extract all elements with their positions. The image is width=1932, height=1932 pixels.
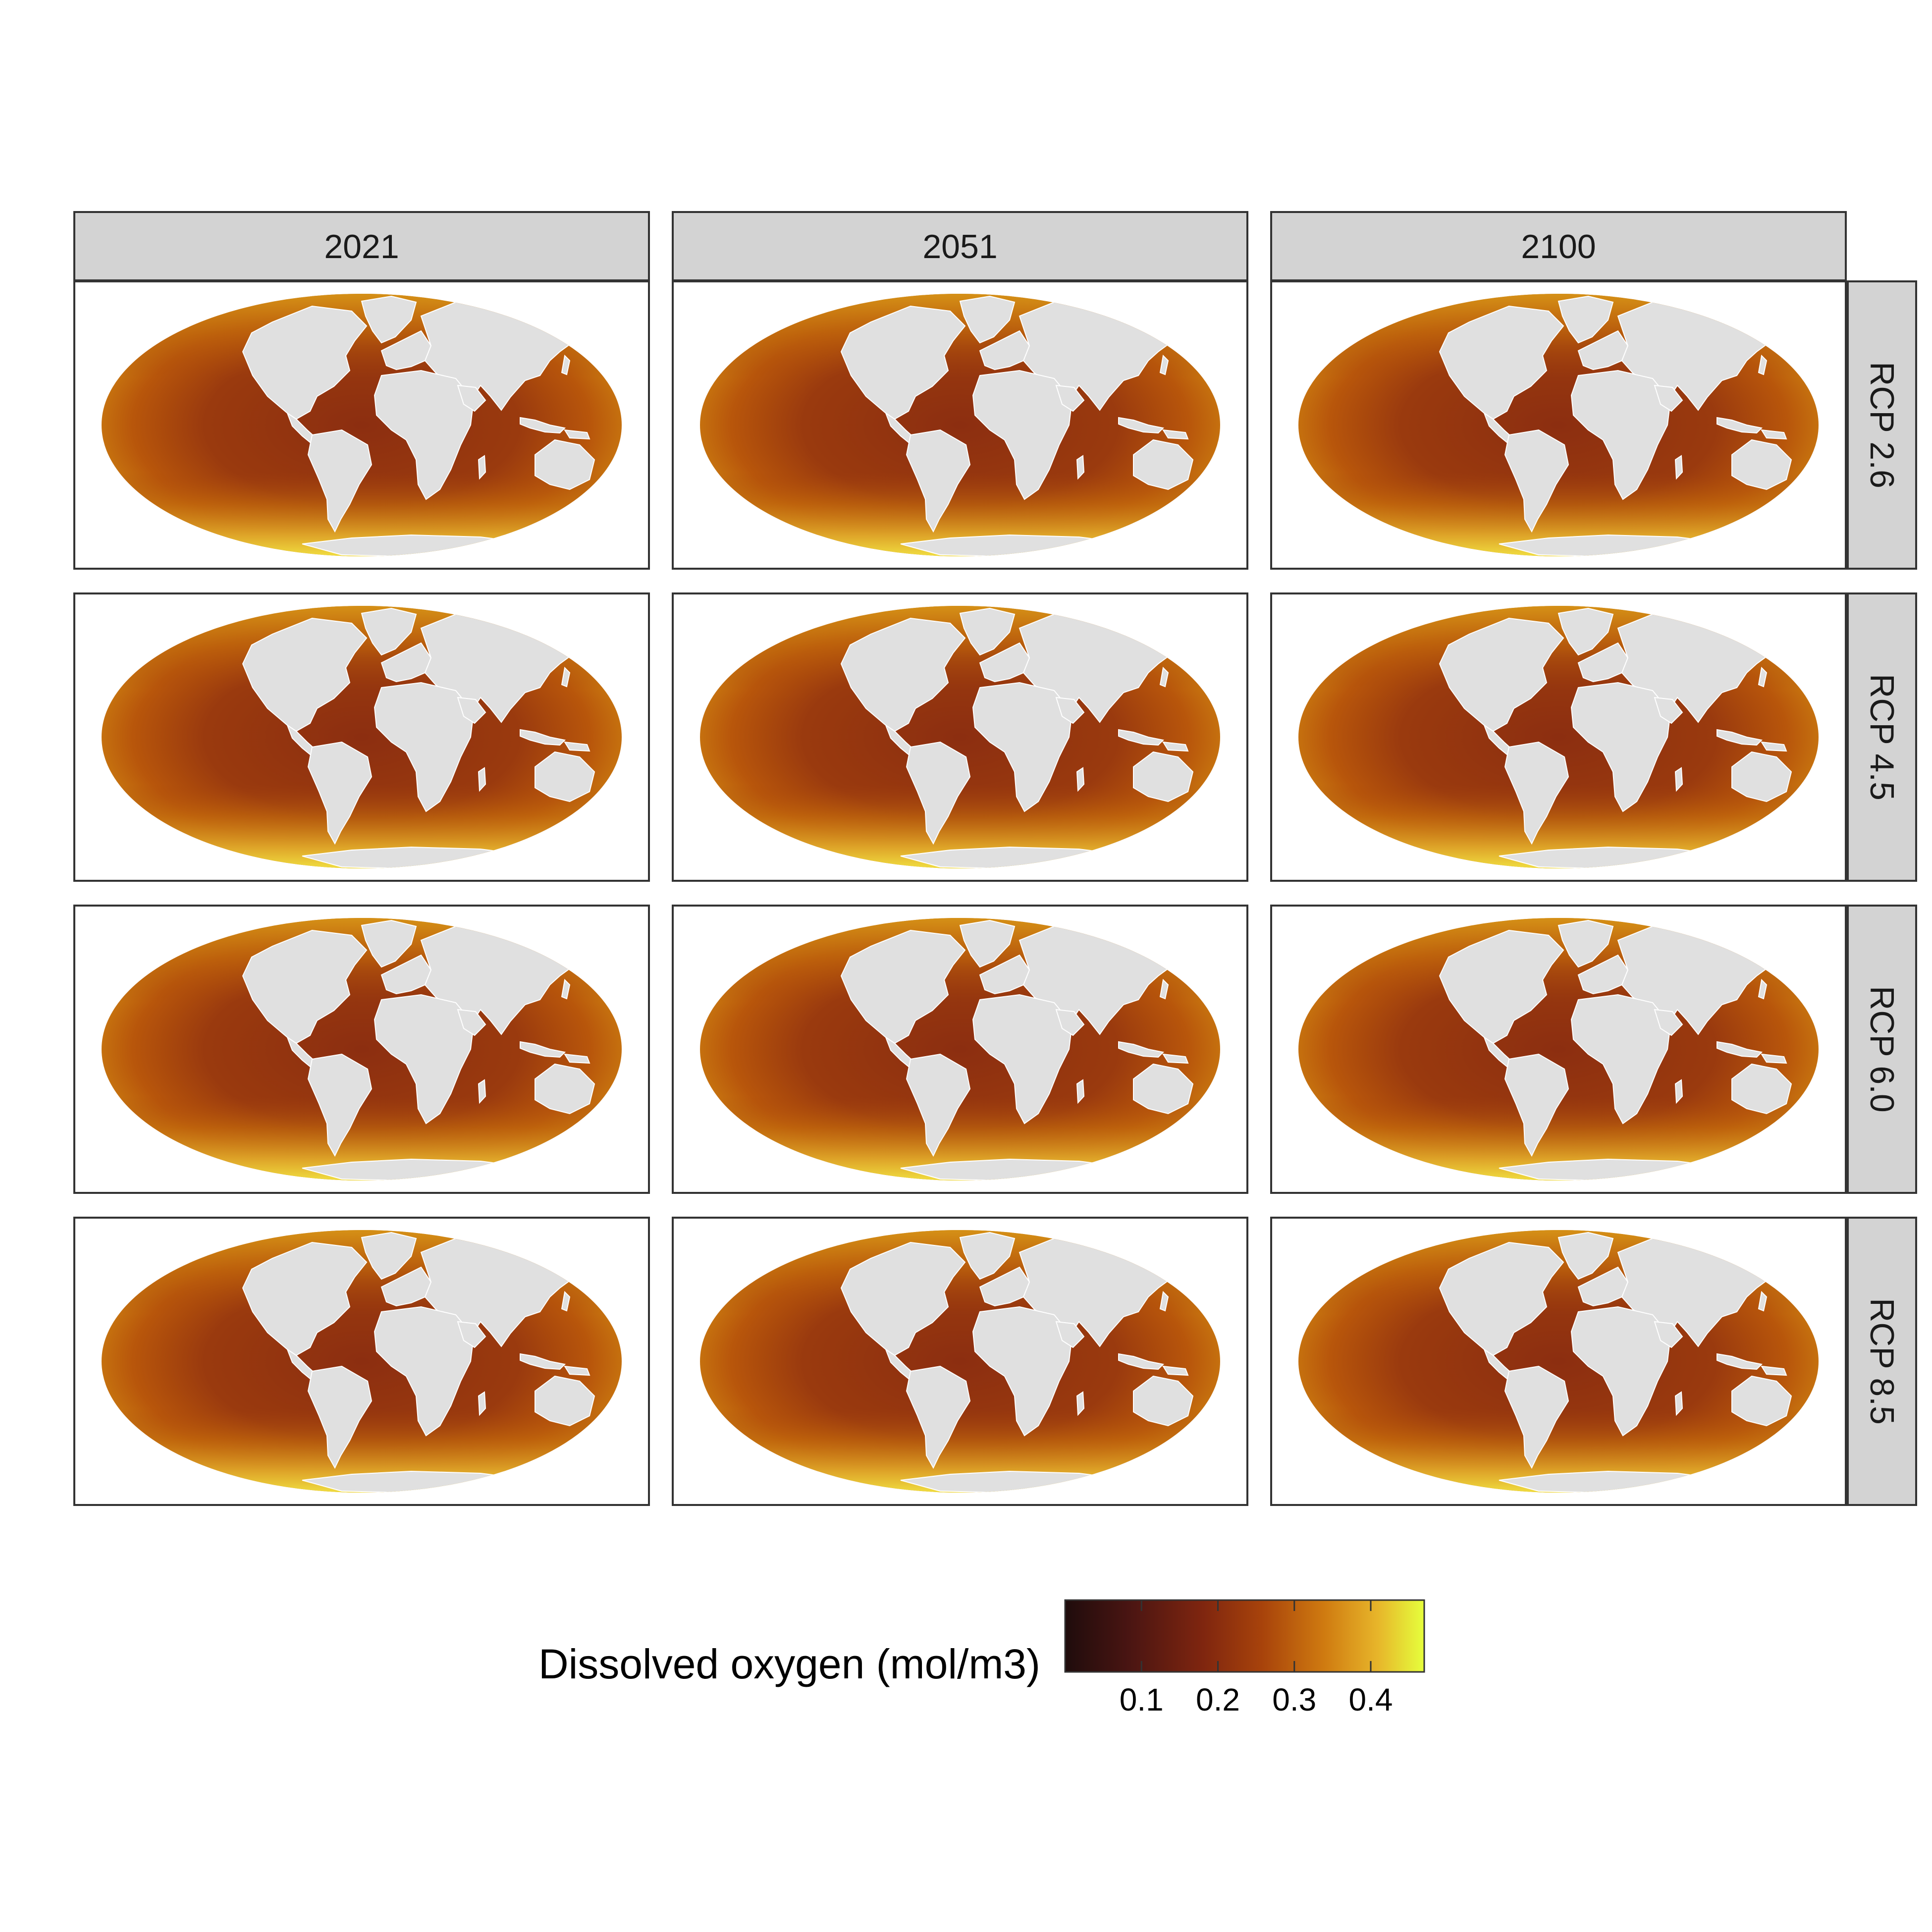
column-label: 2100 — [1521, 228, 1596, 266]
map-panel — [672, 280, 1248, 570]
column-strip-2051: 2051 — [672, 211, 1248, 281]
map-panel — [1270, 1217, 1847, 1506]
map-panel — [1270, 905, 1847, 1194]
row-strip-RCP-8-5: RCP 8.5 — [1847, 1217, 1917, 1506]
row-strip-RCP-6-0: RCP 6.0 — [1847, 905, 1917, 1194]
legend-tick-label: 0.1 — [1120, 1682, 1164, 1717]
legend-tick-label: 0.4 — [1349, 1682, 1393, 1717]
legend-ticks: 0.1 0.2 0.3 0.4 — [1120, 1600, 1393, 1717]
map-panel — [672, 592, 1248, 882]
row-strip-RCP-2-6: RCP 2.6 — [1847, 280, 1917, 570]
map-panel — [1270, 592, 1847, 882]
column-strip-2021: 2021 — [73, 211, 650, 281]
row-label: RCP 8.5 — [1863, 1298, 1901, 1425]
legend-tick-label: 0.3 — [1272, 1682, 1316, 1717]
facet-grid: 2021 2051 2100 RCP 2.6 RCP 4.5 RCP 6.0 RCP 8.5 — [73, 211, 1917, 1506]
row-label: RCP 6.0 — [1863, 986, 1901, 1113]
map-panel — [73, 905, 650, 1194]
colorbar — [1064, 1599, 1425, 1673]
column-label: 2021 — [324, 228, 399, 266]
row-label: RCP 4.5 — [1863, 674, 1901, 801]
legend-tick-label: 0.2 — [1196, 1682, 1240, 1717]
color-legend: Dissolved oxygen (mol/m3) 0.1 0.2 0.3 0.4 — [538, 1599, 1425, 1717]
map-panel — [73, 592, 650, 882]
map-panel — [672, 1217, 1248, 1506]
map-panel — [73, 280, 650, 570]
legend-title: Dissolved oxygen (mol/m3) — [538, 1641, 1040, 1687]
column-label: 2051 — [922, 228, 997, 266]
map-panel — [73, 1217, 650, 1506]
map-panel — [1270, 280, 1847, 570]
map-panel — [672, 905, 1248, 1194]
row-strip-RCP-4-5: RCP 4.5 — [1847, 592, 1917, 882]
row-label: RCP 2.6 — [1863, 362, 1901, 488]
column-strip-2100: 2100 — [1270, 211, 1847, 281]
